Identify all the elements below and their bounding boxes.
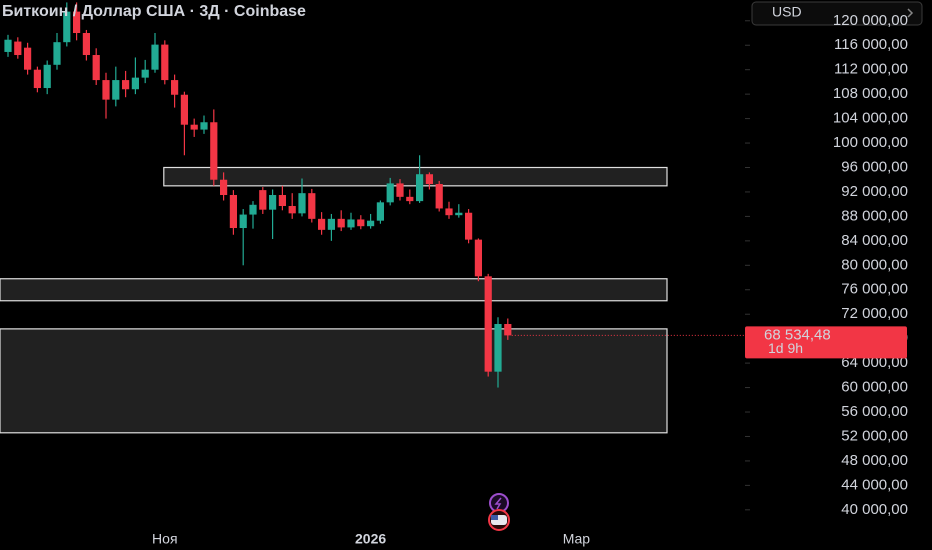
last-price-label: 68 534,48 (764, 326, 831, 343)
candle-body (484, 276, 492, 372)
currency-button[interactable] (751, 1, 923, 26)
candle-body (386, 183, 394, 203)
candle-body (43, 64, 51, 89)
candle-body (220, 179, 228, 196)
candle-body (82, 33, 90, 56)
y-tick-label: 96 000,00 (841, 158, 908, 175)
y-tick-label: 120 000,00 (833, 12, 908, 29)
candle-body (63, 11, 71, 43)
candle-body (327, 218, 335, 230)
candle-body (465, 212, 473, 240)
candle-body (435, 184, 443, 209)
candle-body (298, 193, 306, 214)
y-tick-label: 92 000,00 (841, 183, 908, 200)
candle-body (92, 55, 100, 81)
candle-body (308, 193, 316, 219)
flag-canton (491, 515, 498, 520)
event-icon-glyph (494, 497, 502, 510)
candle-body (53, 42, 61, 65)
candle-body (73, 11, 81, 34)
candle-body (180, 94, 188, 125)
price-zone (163, 166, 668, 187)
candle-body (278, 195, 286, 207)
candle-body (200, 122, 208, 130)
candles (4, 2, 512, 388)
candle-body (141, 69, 149, 78)
y-tick-label: 80 000,00 (841, 256, 908, 273)
y-tick-label: 40 000,00 (841, 501, 908, 518)
y-tick-label: 108 000,00 (833, 85, 908, 102)
y-tick-label: 48 000,00 (841, 452, 908, 469)
candle-body (131, 77, 139, 90)
candle-body (425, 174, 433, 185)
y-tick-label: 60 000,00 (841, 379, 908, 396)
y-tick-label: 56 000,00 (841, 403, 908, 420)
candle-body (455, 212, 463, 216)
candle-body (337, 218, 345, 228)
candle-body (190, 124, 198, 130)
candle-body (259, 190, 267, 210)
y-tick-label: 112 000,00 (834, 61, 908, 78)
price-zone (0, 278, 668, 302)
zones (0, 166, 668, 434)
candle-body (396, 183, 404, 197)
candle-body (347, 219, 355, 228)
candle-body (210, 122, 218, 180)
x-tick-label: 2026 (355, 531, 386, 547)
candle-body (239, 214, 247, 229)
candle-body (474, 239, 482, 277)
candle-body (367, 220, 375, 227)
candle-body (504, 323, 512, 336)
y-tick-label: 84 000,00 (841, 232, 908, 249)
candle-body (229, 195, 237, 229)
candle-body (416, 174, 424, 202)
candle-body (249, 204, 257, 215)
y-tick-label: 104 000,00 (833, 110, 908, 127)
candle-body (494, 323, 502, 372)
y-tick-label: 88 000,00 (841, 207, 908, 224)
y-tick-label: 100 000,00 (833, 134, 908, 151)
candle-body (376, 202, 384, 221)
candle-body (318, 218, 326, 230)
y-tick-label: 116 000,00 (834, 36, 908, 53)
currency-arrow (907, 8, 914, 18)
candle-body (171, 80, 179, 95)
candle-body (112, 80, 120, 100)
y-tick-label: 52 000,00 (841, 427, 908, 444)
candle-body (33, 69, 41, 89)
y-tick-label: 76 000,00 (841, 281, 908, 298)
x-tick-label: Мар (563, 531, 591, 547)
candle-body (445, 208, 453, 216)
candle-body (357, 219, 365, 227)
event-icons (488, 493, 510, 531)
currency-label[interactable]: USD (772, 4, 802, 20)
candle-body (4, 39, 12, 52)
countdown-label: 1d 9h (768, 340, 803, 356)
candle-body (122, 80, 130, 90)
candle-body (288, 206, 296, 214)
y-tick-label: 44 000,00 (841, 476, 908, 493)
last-price-box (745, 326, 907, 359)
candle-body (14, 41, 22, 56)
candle-body (161, 44, 169, 81)
candle-body (269, 195, 277, 210)
chart-title: Биткоин / Доллар США · 3Д · Coinbase (2, 3, 306, 20)
candle-body (24, 47, 32, 70)
x-tick-label: Ноя (152, 531, 177, 547)
y-tick-label: 72 000,00 (841, 305, 908, 322)
candle-body (151, 44, 159, 70)
candle-body (406, 196, 414, 202)
candle-body (102, 80, 110, 100)
price-zone (0, 328, 668, 434)
